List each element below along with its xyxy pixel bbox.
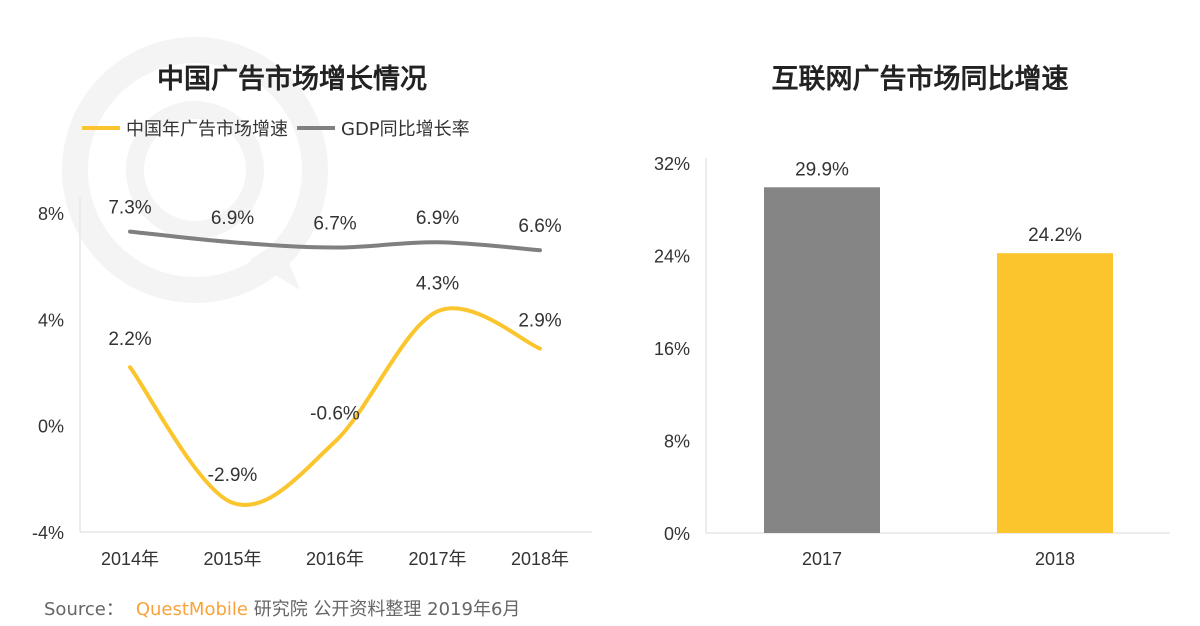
source-prefix: Source： xyxy=(44,599,124,620)
watermark-logo xyxy=(62,37,328,303)
source-brand: QuestMobile xyxy=(135,599,248,620)
legend-label: GDP同比增长率 xyxy=(341,119,470,140)
data-label: 6.9% xyxy=(211,208,254,229)
x-tick-label: 2018年 xyxy=(511,549,569,569)
source-text: 研究院 公开资料整理 2019年6月 xyxy=(253,599,521,620)
data-label: -0.6% xyxy=(310,404,360,425)
data-label: 4.3% xyxy=(416,273,459,294)
watermark-ring xyxy=(62,37,328,303)
series-line-1 xyxy=(128,229,542,253)
bar-2018 xyxy=(997,253,1113,533)
chart-title: 中国广告市场增长情况 xyxy=(157,63,427,95)
y-tick-label: 32% xyxy=(654,154,690,174)
data-label: 29.9% xyxy=(795,159,849,180)
x-tick-label: 2015年 xyxy=(203,549,261,569)
chart-title: 互联网广告市场同比增速 xyxy=(772,63,1069,95)
x-tick-label: 2017年 xyxy=(408,549,466,569)
bar-2017 xyxy=(764,187,880,533)
data-label: 24.2% xyxy=(1028,225,1082,246)
y-tick-label: 8% xyxy=(38,204,64,224)
data-label: 6.7% xyxy=(313,214,356,235)
y-tick-label: 16% xyxy=(654,339,690,359)
data-label: 7.3% xyxy=(108,198,151,219)
data-label: 6.9% xyxy=(416,208,459,229)
y-tick-label: 8% xyxy=(664,432,690,452)
x-tick-label: 2014年 xyxy=(101,549,159,569)
y-tick-label: 24% xyxy=(654,247,690,267)
data-label: 2.2% xyxy=(108,329,151,350)
x-tick-label: 2016年 xyxy=(306,549,364,569)
y-tick-label: -4% xyxy=(32,523,64,543)
data-label: 2.9% xyxy=(518,311,561,332)
data-label: 6.6% xyxy=(518,216,561,237)
y-tick-label: 0% xyxy=(664,524,690,544)
x-tick-label: 2017 xyxy=(802,549,842,569)
legend-label: 中国年广告市场增速 xyxy=(126,119,288,140)
watermark-tail xyxy=(250,240,300,290)
data-label: -2.9% xyxy=(208,465,258,486)
y-tick-label: 0% xyxy=(38,417,64,437)
y-tick-label: 4% xyxy=(38,310,64,330)
series-line-0 xyxy=(128,306,542,507)
x-tick-label: 2018 xyxy=(1035,549,1075,569)
watermark-inner-ring xyxy=(126,101,264,239)
source-note: Source： QuestMobile 研究院 公开资料整理 2019年6月 xyxy=(44,595,520,621)
